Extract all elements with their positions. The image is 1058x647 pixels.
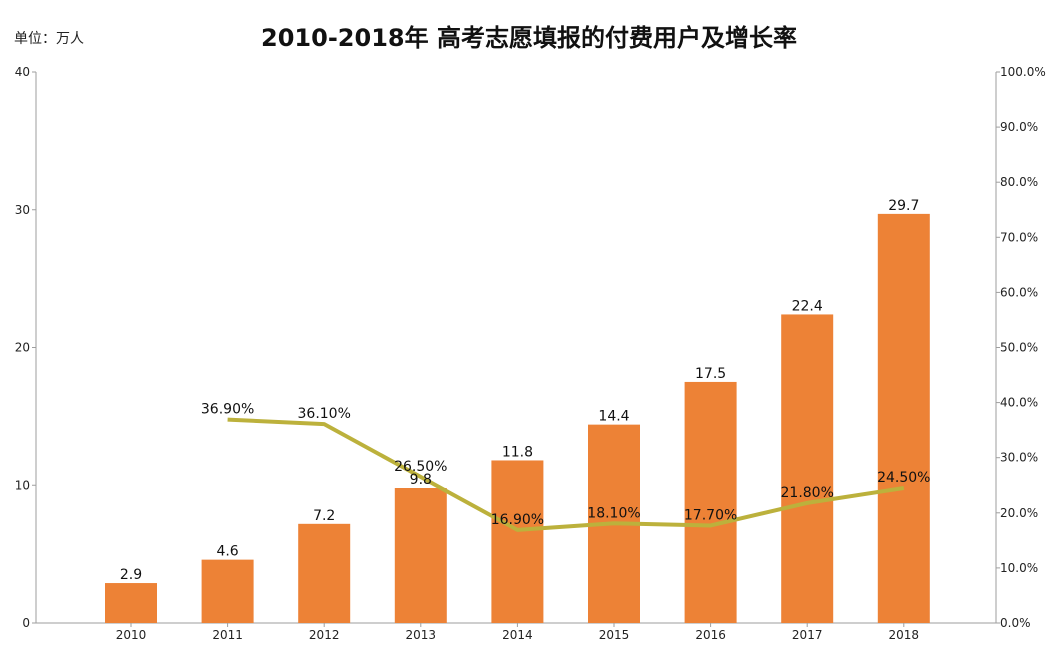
bar bbox=[684, 381, 737, 623]
right-tick-label: 0.0% bbox=[1000, 616, 1031, 630]
rate-value-label: 17.70% bbox=[684, 507, 737, 523]
rate-value-label: 16.90% bbox=[491, 512, 544, 528]
left-tick-label: 10 bbox=[15, 478, 30, 492]
x-tick-label: 2012 bbox=[309, 628, 340, 642]
x-tick-label: 2011 bbox=[212, 628, 243, 642]
right-tick-label: 50.0% bbox=[1000, 341, 1038, 355]
right-tick-label: 40.0% bbox=[1000, 396, 1038, 410]
x-tick-label: 2018 bbox=[889, 628, 920, 642]
right-tick-label: 10.0% bbox=[1000, 561, 1038, 575]
left-tick-label: 40 bbox=[15, 65, 30, 79]
axes: 0 10 20 30 40 0.0% 10.0% 20.0% 30.0% 40.0% 50.0% 60… bbox=[15, 65, 1046, 642]
bar-value-label: 9.8 bbox=[410, 472, 432, 488]
x-tick-label: 2016 bbox=[695, 628, 726, 642]
rate-value-label: 18.10% bbox=[587, 505, 640, 521]
left-tick-label: 20 bbox=[15, 341, 30, 355]
bar bbox=[491, 460, 544, 623]
bar-value-label: 2.9 bbox=[120, 567, 142, 583]
bar bbox=[877, 213, 930, 623]
right-tick-label: 20.0% bbox=[1000, 506, 1038, 520]
unit-label: 单位：万人 bbox=[14, 31, 84, 47]
bar-value-label: 7.2 bbox=[313, 508, 335, 524]
bar bbox=[781, 314, 834, 623]
left-tick-label: 30 bbox=[15, 203, 30, 217]
chart-title: 2010-2018年 高考志愿填报的付费用户及增长率 bbox=[261, 24, 797, 52]
right-tick-label: 70.0% bbox=[1000, 230, 1038, 244]
bar-value-label: 4.6 bbox=[216, 544, 238, 560]
rate-value-label: 24.50% bbox=[877, 470, 930, 486]
bar bbox=[298, 523, 351, 623]
bar-value-label: 17.5 bbox=[695, 366, 726, 382]
data-labels: 2.9 4.6 7.2 9.8 11.8 14.4 17.5 22.4 29.7 36.90% 36… bbox=[120, 198, 931, 583]
bar-value-label: 14.4 bbox=[598, 409, 629, 425]
rate-value-label: 26.50% bbox=[394, 459, 447, 475]
x-tick-label: 2017 bbox=[792, 628, 823, 642]
right-tick-label: 60.0% bbox=[1000, 285, 1038, 299]
bar bbox=[201, 559, 254, 623]
growth-rate-line bbox=[227, 417, 905, 532]
x-tick-label: 2014 bbox=[502, 628, 533, 642]
bar bbox=[105, 583, 157, 623]
x-tick-label: 2010 bbox=[116, 628, 147, 642]
growth-rate-series bbox=[227, 417, 905, 532]
left-tick-label: 0 bbox=[22, 616, 30, 630]
right-tick-label: 90.0% bbox=[1000, 120, 1038, 134]
bar-value-label: 22.4 bbox=[792, 298, 823, 314]
x-tick-label: 2013 bbox=[406, 628, 437, 642]
right-tick-label: 30.0% bbox=[1000, 451, 1038, 465]
rate-value-label: 36.90% bbox=[201, 402, 254, 418]
right-tick-label: 100.0% bbox=[1000, 65, 1046, 79]
right-tick-label: 80.0% bbox=[1000, 175, 1038, 189]
rate-value-label: 36.10% bbox=[298, 406, 351, 422]
rate-value-label: 21.80% bbox=[781, 485, 834, 501]
bar bbox=[394, 488, 447, 623]
bar-value-label: 29.7 bbox=[888, 198, 919, 214]
bar-series bbox=[105, 213, 930, 623]
x-tick-label: 2015 bbox=[599, 628, 630, 642]
bar-value-label: 11.8 bbox=[502, 444, 533, 460]
